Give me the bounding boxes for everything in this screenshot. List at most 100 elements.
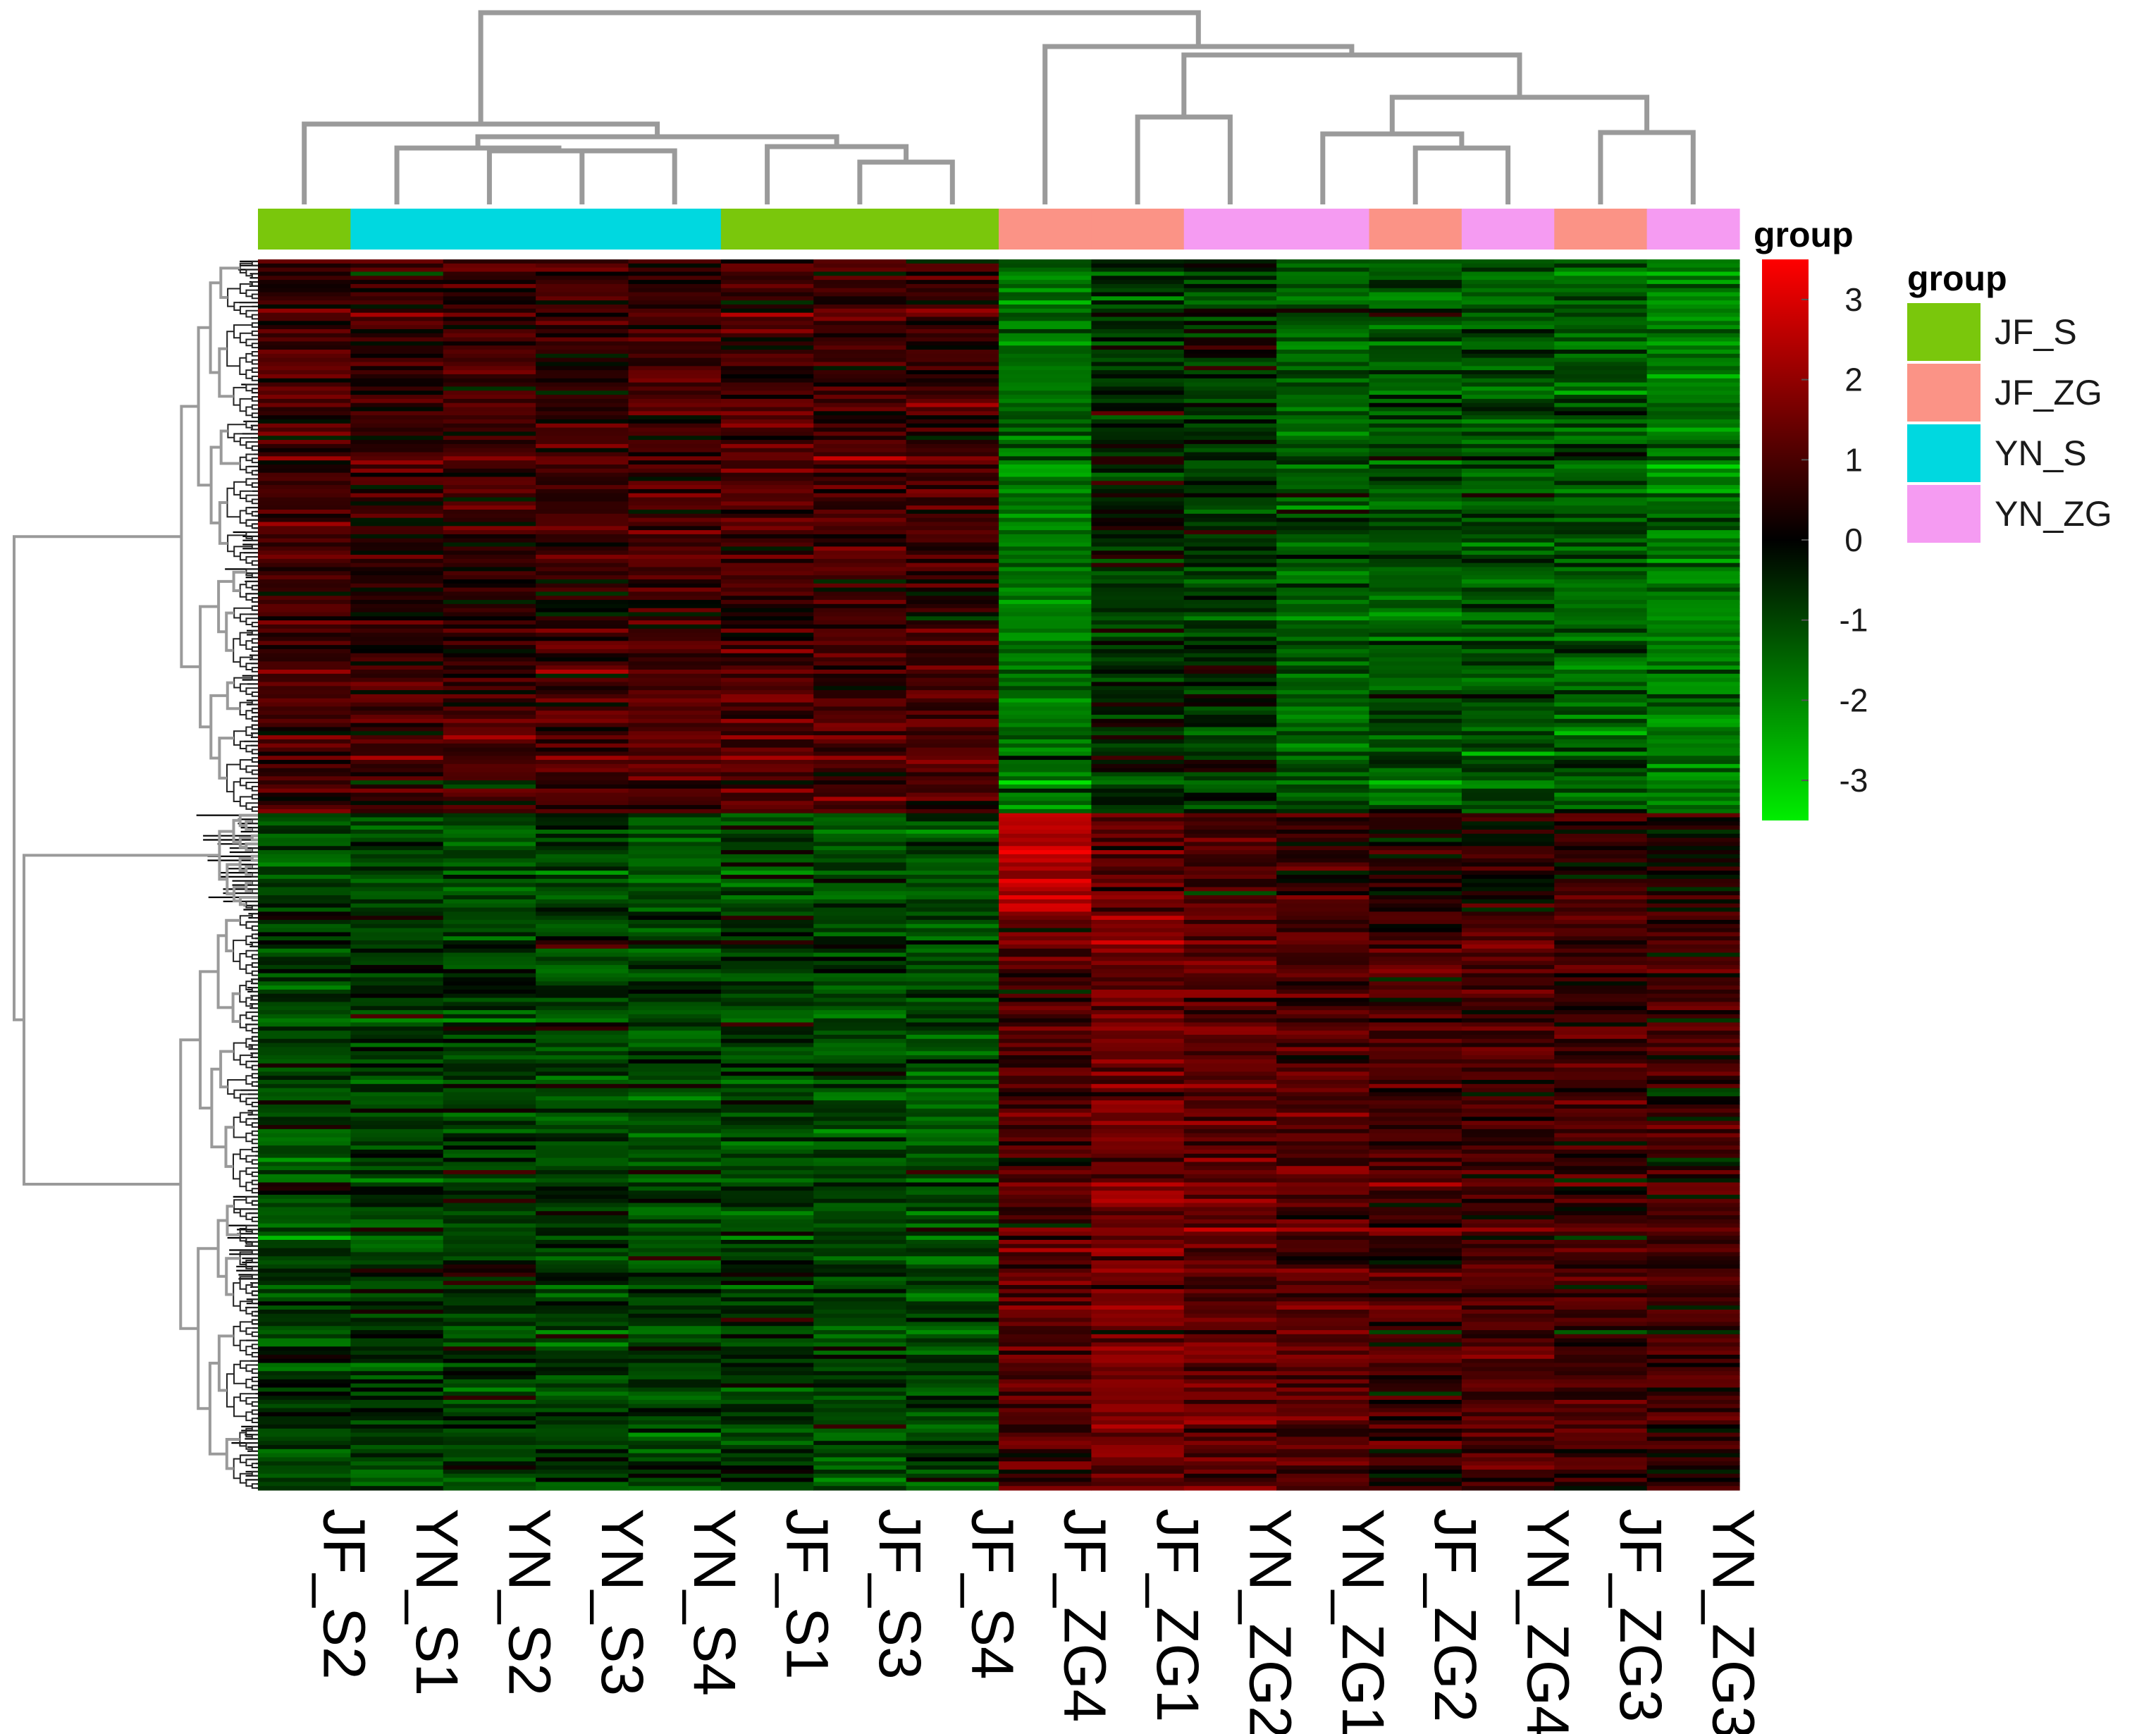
heatmap-cell — [350, 821, 444, 826]
heatmap-cell — [1369, 591, 1462, 596]
heatmap-cell — [1554, 1243, 1648, 1249]
heatmap-cell — [443, 493, 536, 498]
heatmap-cell — [628, 1051, 722, 1056]
heatmap-cell — [1369, 1059, 1462, 1064]
heatmap-cell — [1091, 780, 1185, 785]
heatmap-cell — [720, 567, 814, 572]
heatmap-cell — [536, 1301, 629, 1306]
heatmap-cell — [443, 562, 536, 568]
heatmap-cell — [906, 645, 999, 650]
heatmap-cell — [813, 957, 907, 961]
heatmap-cell — [720, 259, 814, 264]
heatmap-cell — [350, 452, 444, 457]
heatmap-cell — [628, 591, 722, 596]
heatmap-cell — [1461, 517, 1555, 523]
heatmap-cell — [720, 932, 814, 937]
heatmap-cell — [1554, 386, 1648, 391]
heatmap-cell — [443, 427, 536, 433]
heatmap-cell — [350, 722, 444, 728]
heatmap-cell — [536, 1211, 629, 1216]
heatmap-cell — [1183, 1162, 1277, 1167]
heatmap-cell — [906, 493, 999, 498]
heatmap-cell — [350, 587, 444, 593]
heatmap-cell — [350, 1186, 444, 1191]
heatmap-cell — [1646, 911, 1740, 916]
heatmap-cell — [1461, 711, 1555, 715]
heatmap-cell — [443, 1211, 536, 1216]
heatmap-cell — [628, 452, 722, 457]
heatmap-cell — [906, 1133, 999, 1138]
heatmap-cell — [1646, 1260, 1740, 1265]
heatmap-cell — [258, 1285, 351, 1290]
heatmap-cell — [350, 391, 444, 395]
heatmap-cell — [1461, 1363, 1555, 1367]
heatmap-cell — [536, 735, 629, 740]
heatmap-cell — [720, 571, 814, 576]
heatmap-cell — [813, 665, 907, 670]
heatmap-cell — [1276, 308, 1370, 314]
heatmap-cell — [906, 632, 999, 638]
heatmap-cell — [1369, 1149, 1462, 1155]
heatmap-cell — [1276, 1248, 1370, 1253]
heatmap-cell — [906, 1338, 999, 1343]
heatmap-cell — [999, 1227, 1092, 1232]
heatmap-cell — [1369, 603, 1462, 609]
heatmap-cell — [443, 1354, 536, 1360]
heatmap-cell — [999, 903, 1092, 909]
heatmap-cell — [1554, 460, 1648, 465]
heatmap-cell — [628, 423, 722, 429]
heatmap-cell — [1369, 271, 1462, 276]
heatmap-cell — [1461, 973, 1555, 978]
heatmap-cell — [1646, 1071, 1740, 1076]
heatmap-cell — [813, 1063, 907, 1069]
heatmap-cell — [1276, 772, 1370, 777]
heatmap-cell — [1369, 1227, 1462, 1232]
heatmap-cell — [906, 1305, 999, 1310]
heatmap-cell — [443, 981, 536, 986]
heatmap-cell — [258, 391, 351, 395]
heatmap-cell — [906, 1256, 999, 1261]
heatmap-cell — [1554, 718, 1648, 724]
heatmap-cell — [1369, 616, 1462, 621]
heatmap-cell — [906, 353, 999, 359]
heatmap-cell — [720, 846, 814, 851]
heatmap-cell — [1461, 854, 1555, 859]
heatmap-cell — [906, 702, 999, 707]
heatmap-cell — [1276, 1100, 1370, 1105]
heatmap-cell — [1183, 887, 1277, 892]
heatmap-cell — [906, 969, 999, 974]
heatmap-cell — [1646, 1354, 1740, 1360]
heatmap-cell — [628, 300, 722, 305]
heatmap-cell — [1461, 402, 1555, 408]
heatmap-cell — [720, 760, 814, 765]
heatmap-cell — [1646, 801, 1740, 806]
heatmap-cell — [1461, 1289, 1555, 1294]
heatmap-cell — [1091, 305, 1185, 309]
heatmap-cell — [1554, 682, 1648, 687]
heatmap-cell — [1461, 624, 1555, 629]
heatmap-cell — [1276, 673, 1370, 679]
dendrogram-link — [251, 629, 258, 636]
heatmap-cell — [720, 448, 814, 453]
heatmap-cell — [999, 382, 1092, 388]
heatmap-cell — [1276, 374, 1370, 379]
heatmap-cell — [1461, 981, 1555, 986]
heatmap-cell — [1461, 312, 1555, 318]
heatmap-cell — [999, 694, 1092, 699]
heatmap-cell — [1276, 526, 1370, 531]
heatmap-cell — [906, 989, 999, 995]
heatmap-cell — [720, 1096, 814, 1101]
heatmap-cell — [1554, 443, 1648, 449]
heatmap-cell — [536, 259, 629, 264]
heatmap-cell — [350, 1293, 444, 1298]
heatmap-cell — [258, 665, 351, 670]
heatmap-cell — [628, 443, 722, 449]
heatmap-cell — [1369, 690, 1462, 695]
heatmap-cell — [906, 858, 999, 863]
heatmap-cell — [1183, 747, 1277, 752]
heatmap-cell — [1554, 977, 1648, 982]
heatmap-cell — [628, 530, 722, 535]
heatmap-cell — [443, 448, 536, 453]
heatmap-cell — [628, 961, 722, 966]
heatmap-cell — [443, 677, 536, 683]
